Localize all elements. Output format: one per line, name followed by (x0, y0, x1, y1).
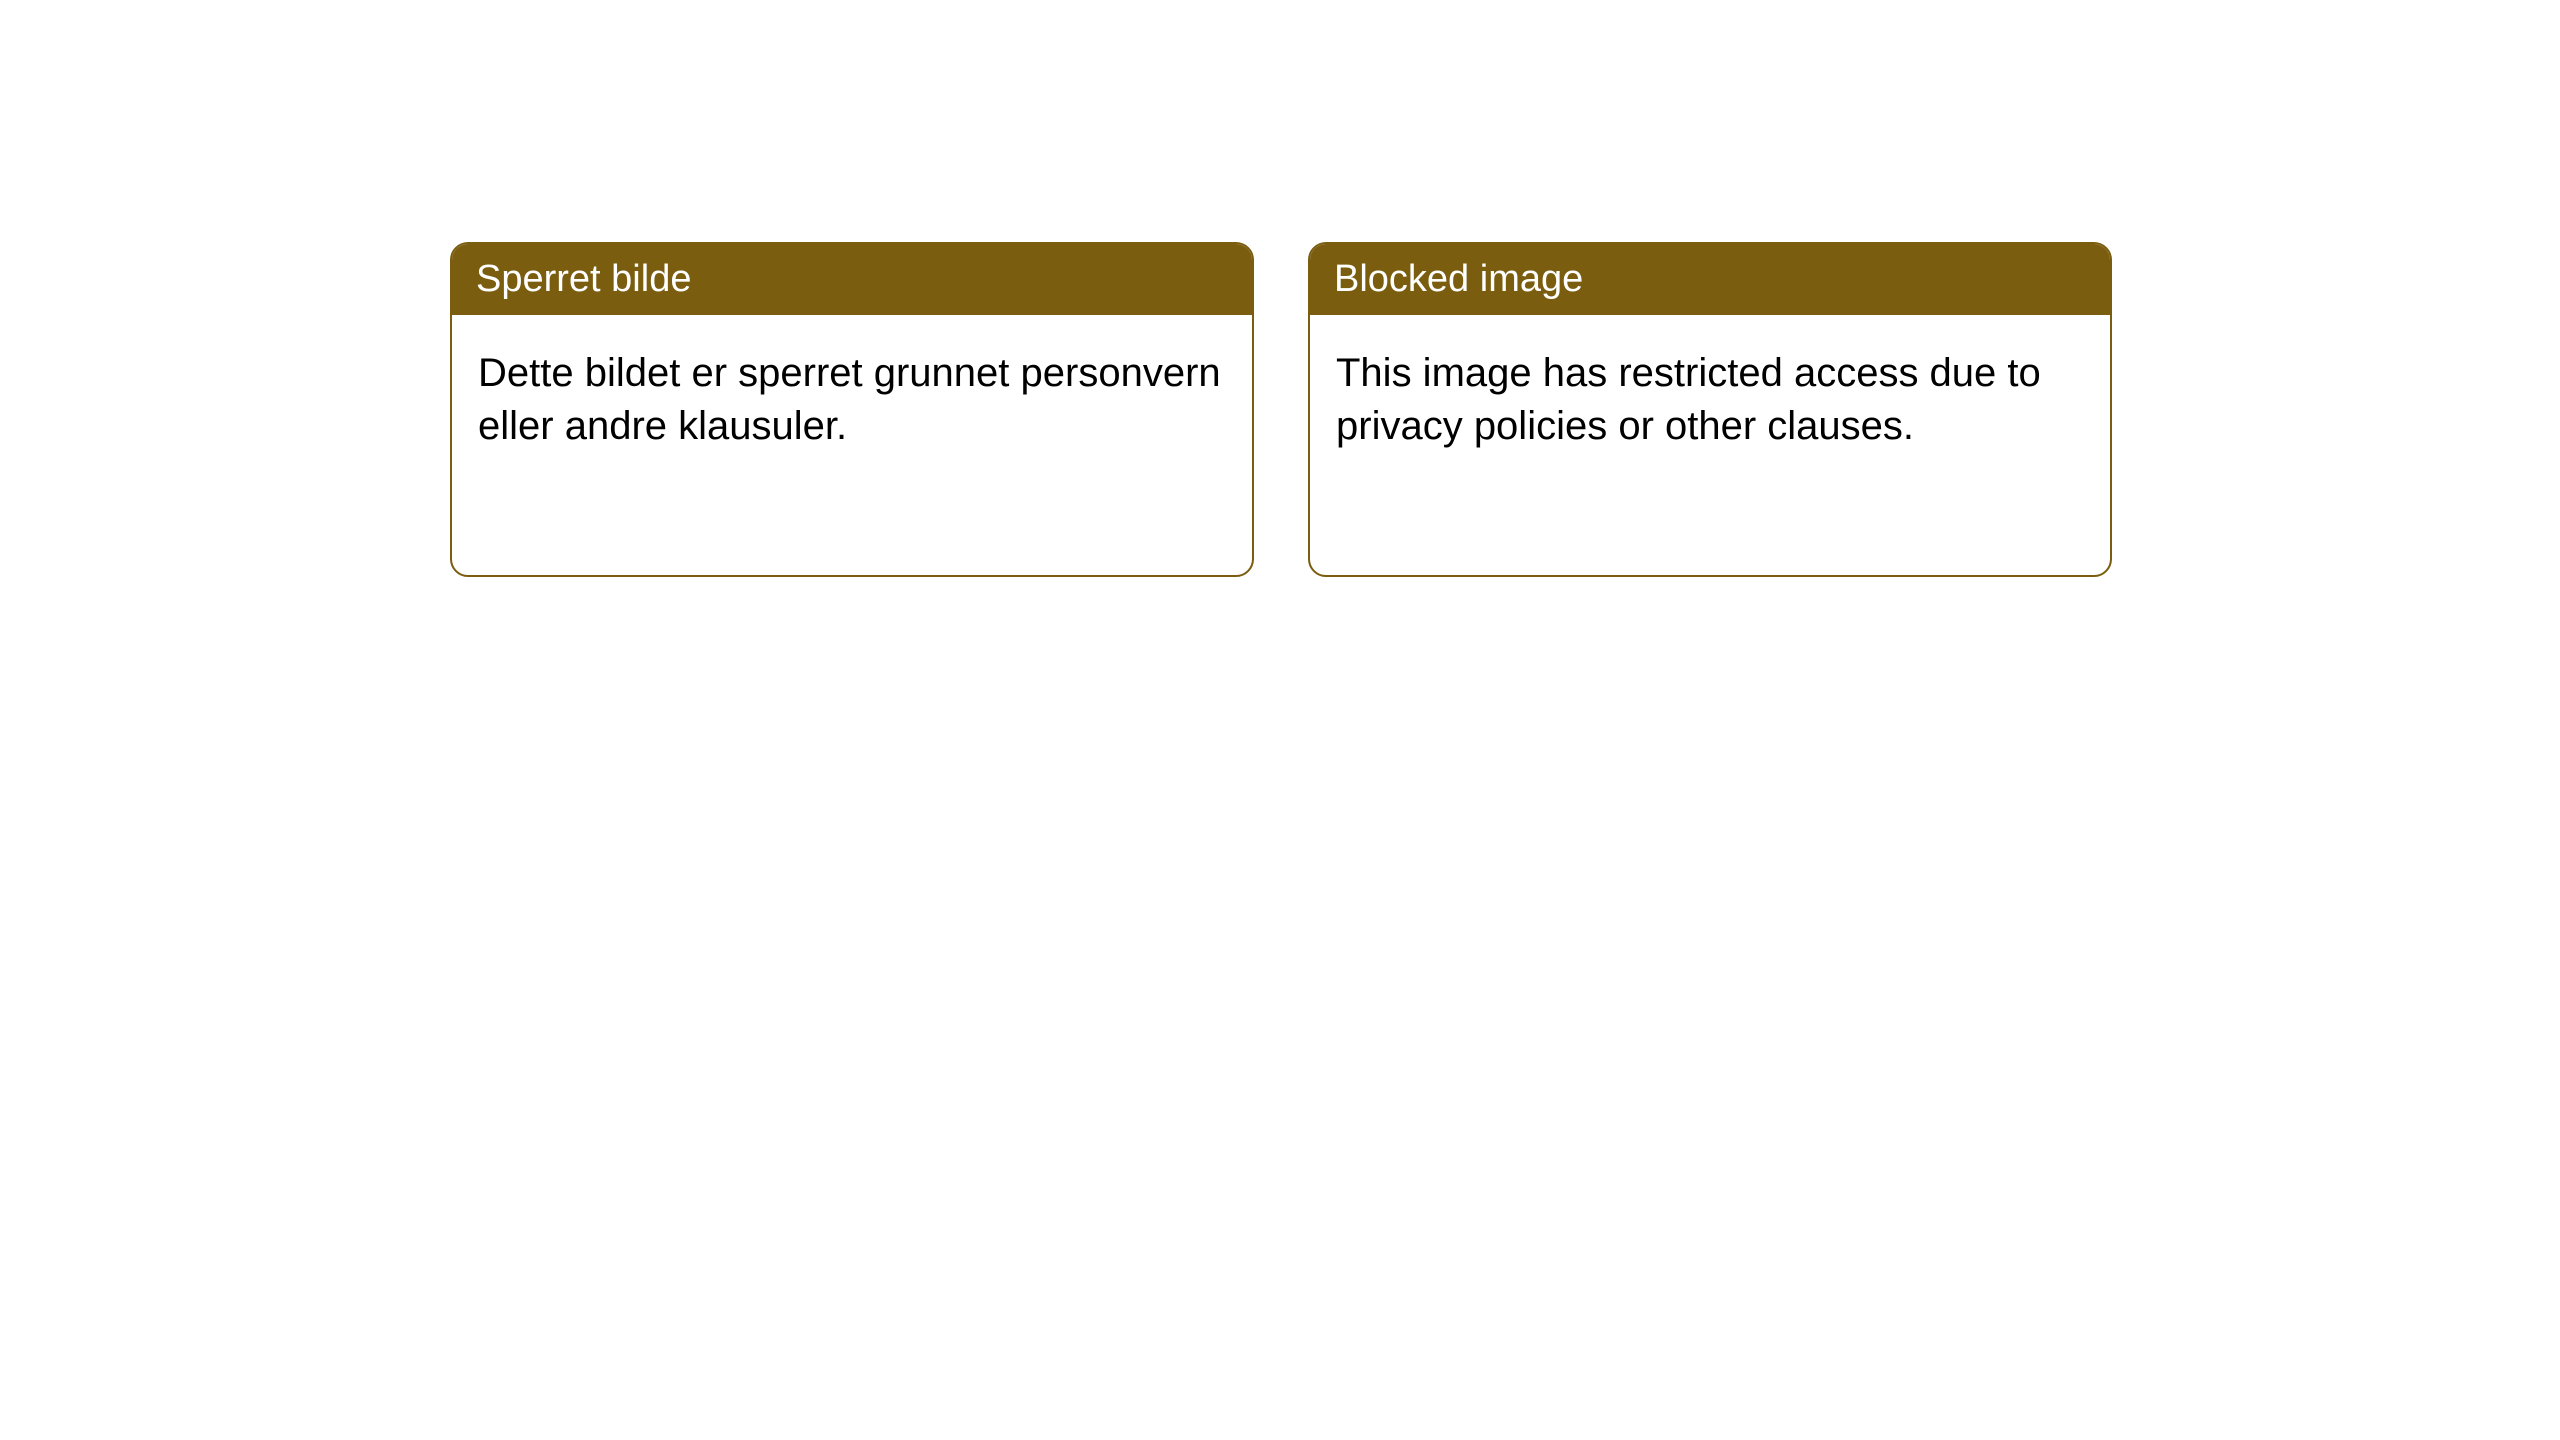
notice-header: Sperret bilde (452, 244, 1252, 315)
notice-body-text: This image has restricted access due to … (1336, 351, 2041, 448)
notice-title: Sperret bilde (476, 258, 691, 300)
notice-cards-container: Sperret bilde Dette bildet er sperret gr… (450, 242, 2112, 577)
notice-body: Dette bildet er sperret grunnet personve… (452, 315, 1252, 485)
notice-card-english: Blocked image This image has restricted … (1308, 242, 2112, 577)
notice-body-text: Dette bildet er sperret grunnet personve… (478, 351, 1221, 448)
notice-body: This image has restricted access due to … (1310, 315, 2110, 485)
notice-card-norwegian: Sperret bilde Dette bildet er sperret gr… (450, 242, 1254, 577)
notice-header: Blocked image (1310, 244, 2110, 315)
notice-title: Blocked image (1334, 258, 1583, 300)
